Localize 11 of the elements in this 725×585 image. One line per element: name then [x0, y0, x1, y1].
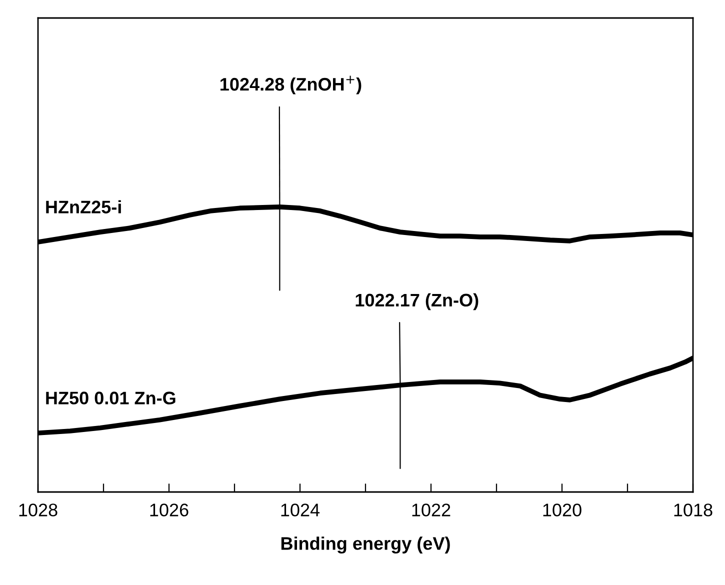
- x-tick-label: 1022: [412, 504, 450, 516]
- x-tick-label: 1020: [543, 504, 582, 516]
- x-tick-label: 1026: [150, 504, 188, 516]
- series-label: HZnZ25-i: [46, 200, 121, 214]
- x-axis-title: Binding energy (eV): [281, 536, 450, 554]
- series-label: HZ50 0.01 Zn-G: [46, 392, 176, 404]
- annotation: 1024.28 (ZnOH$^{+}$): [220, 76, 362, 94]
- x-tick-label: 1028: [19, 504, 58, 516]
- x-tick-label: 1018: [674, 504, 712, 516]
- x-tick-label: 1024: [281, 504, 320, 516]
- annotation: 1022.17 (Zn-O): [356, 293, 478, 310]
